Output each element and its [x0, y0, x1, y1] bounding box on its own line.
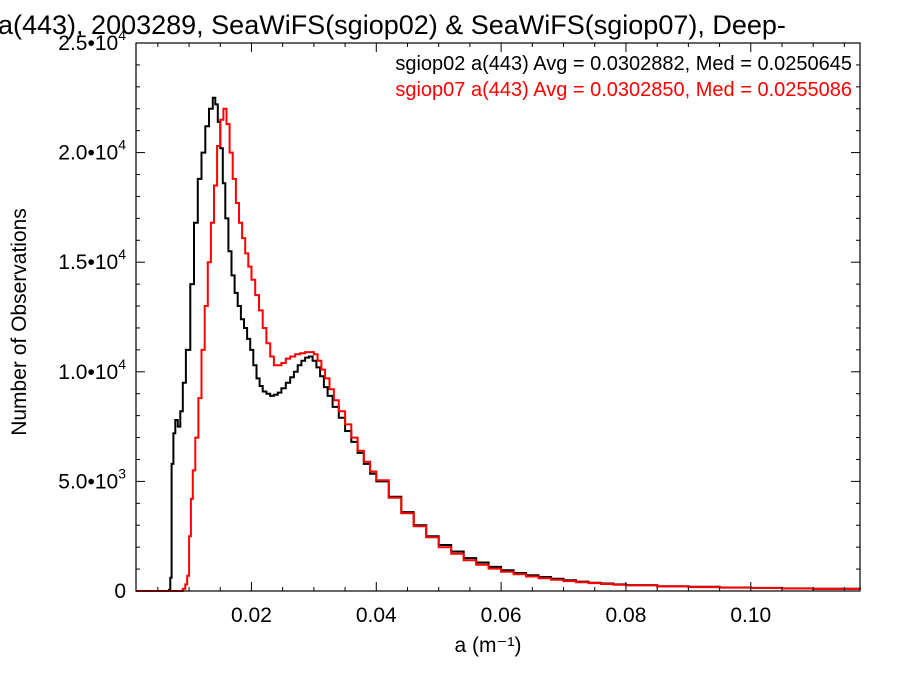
x-tick-label: 0.04 — [356, 604, 397, 627]
x-axis-label: a (m⁻¹) — [454, 634, 521, 657]
legend: sgiop02 a(443) Avg = 0.0302882, Med = 0.… — [395, 53, 852, 101]
x-tick-label: 0.02 — [231, 604, 272, 627]
x-axis: 0.02 0.04 0.06 0.08 0.10 — [157, 43, 845, 627]
y-axis-label: Number of Observations — [8, 208, 31, 436]
series-layer — [136, 96, 861, 592]
y-tick-mantissa: 2.5•10 — [58, 32, 118, 55]
x-tick-label: 0.06 — [481, 604, 522, 627]
legend-entry-1: sgiop02 a(443) Avg = 0.0302882, Med = 0.… — [395, 53, 852, 75]
y-tick-exponent: 4 — [118, 137, 126, 153]
y-tick-mantissa: 1.0•10 — [58, 361, 118, 384]
y-tick-label: 1.5•104 — [58, 246, 126, 274]
y-tick-label: 2.5•104 — [58, 27, 126, 55]
y-tick-exponent: 4 — [118, 27, 126, 43]
y-tick-label: 5.0•103 — [58, 465, 126, 493]
x-tick-label: 0.10 — [730, 604, 771, 627]
y-tick-label: 1.0•104 — [58, 356, 126, 384]
y-tick-mantissa: 5.0•10 — [58, 470, 118, 493]
y-tick-exponent: 3 — [118, 465, 126, 481]
y-tick-label: 2.0•104 — [58, 137, 126, 165]
y-tick-exponent: 4 — [118, 356, 126, 372]
x-tick-label: 0.08 — [606, 604, 647, 627]
x-axis-label-text: a (m⁻¹) — [454, 634, 521, 657]
y-tick-label: 0 — [114, 580, 126, 603]
chart-title: a(443), 2003289, SeaWiFS(sgiop02) & SeaW… — [0, 10, 786, 40]
plot-frame — [135, 42, 861, 592]
y-tick-mantissa: 0 — [114, 580, 126, 603]
series-line-2 — [136, 107, 861, 592]
y-tick-mantissa: 2.0•10 — [58, 142, 118, 165]
legend-entry-2: sgiop07 a(443) Avg = 0.0302850, Med = 0.… — [395, 79, 852, 101]
y-tick-mantissa: 1.5•10 — [58, 251, 118, 274]
y-tick-exponent: 4 — [118, 246, 126, 262]
